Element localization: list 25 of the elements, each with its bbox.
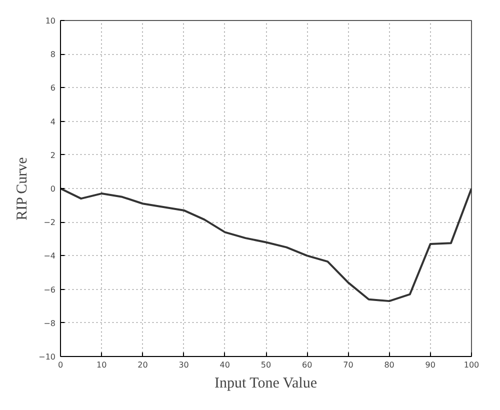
y-tick-label: 0 (50, 184, 56, 194)
x-tick-label: 50 (260, 360, 272, 370)
y-tick-label: 4 (50, 117, 56, 126)
x-tick-label: 80 (384, 360, 394, 370)
y-axis-title: RIP Curve (14, 156, 31, 220)
x-tick-label: 90 (425, 360, 436, 370)
x-tick-label: 10 (96, 360, 107, 370)
x-tick-label: 30 (178, 360, 189, 370)
y-tick-label: −2 (44, 218, 56, 228)
x-tick-label: 100 (464, 360, 480, 370)
y-tick-label: −4 (44, 252, 56, 261)
y-tick-label: −6 (44, 285, 56, 294)
line-series (60, 188, 472, 302)
y-tick-label: 6 (50, 84, 56, 93)
y-tick-label: −10 (38, 352, 56, 362)
x-tick-label: 40 (220, 360, 230, 370)
x-tick-label: 60 (302, 360, 312, 370)
y-tick-label: 8 (50, 50, 56, 60)
x-axis-title: Input Tone Value (214, 376, 318, 392)
y-tick-label: 10 (45, 16, 56, 26)
x-tick-label: 0 (58, 360, 64, 370)
y-tick-label: 2 (50, 150, 56, 160)
x-tick-label: 20 (138, 360, 148, 370)
x-tick-label: 70 (343, 360, 354, 370)
y-tick-label: −8 (44, 318, 56, 328)
